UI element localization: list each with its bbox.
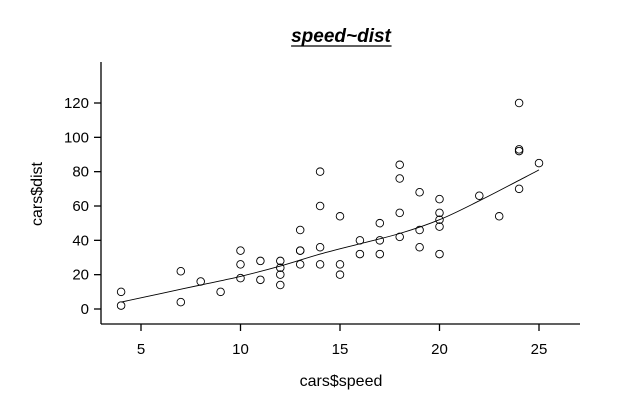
data-point: [494, 212, 504, 221]
data-point: [276, 270, 285, 279]
data-point: [435, 215, 444, 224]
x-tick-label: 25: [531, 341, 548, 358]
data-point: [335, 270, 345, 279]
data-point: [395, 232, 404, 242]
data-point: [375, 218, 385, 228]
data-point: [415, 242, 424, 252]
data-point: [375, 236, 385, 245]
data-point: [116, 287, 126, 297]
data-point: [196, 277, 205, 286]
y-tick-label: 20: [72, 267, 89, 284]
data-point: [216, 287, 225, 297]
data-point: [176, 266, 186, 276]
data-point: [315, 242, 325, 252]
data-point: [395, 160, 404, 170]
data-point: [315, 167, 325, 176]
data-point: [256, 256, 265, 266]
data-point: [435, 222, 444, 231]
y-tick-label: 120: [64, 95, 89, 112]
data-points: [116, 98, 544, 310]
data-point: [116, 301, 126, 310]
data-point: [315, 260, 325, 269]
data-point: [355, 249, 365, 259]
data-point: [415, 188, 424, 197]
y-ticks: 0 20 40 60 80 100 120: [64, 95, 101, 318]
data-point: [475, 191, 484, 200]
data-point: [375, 249, 385, 259]
data-point: [335, 212, 345, 221]
data-point: [315, 201, 325, 211]
y-tick-label: 40: [72, 232, 89, 249]
chart-title: speed~dist: [291, 26, 391, 47]
data-point: [236, 246, 245, 255]
data-point: [355, 236, 365, 245]
data-point: [295, 260, 305, 269]
data-point: [395, 174, 404, 183]
y-tick-label: 60: [72, 198, 89, 215]
data-point: [534, 158, 544, 168]
y-axis-label: cars$dist: [29, 161, 46, 226]
y-tick-label: 80: [72, 164, 89, 181]
x-axis-label: cars$speed: [300, 373, 383, 390]
data-point: [276, 280, 285, 290]
data-point: [236, 260, 245, 269]
y-tick-label: 100: [64, 129, 89, 146]
x-tick-label: 5: [137, 341, 145, 358]
x-tick-label: 10: [232, 341, 249, 358]
data-point: [514, 146, 524, 156]
data-point: [256, 275, 265, 285]
x-ticks: 5 10 15 20 25: [137, 324, 548, 358]
data-point: [514, 184, 524, 194]
data-point: [295, 225, 305, 235]
data-point: [395, 208, 404, 218]
data-point: [176, 297, 186, 307]
data-point: [514, 145, 524, 154]
data-point: [514, 98, 524, 108]
smooth-trend-line: [121, 169, 540, 303]
y-tick-label: 0: [81, 301, 89, 318]
x-tick-label: 15: [332, 341, 349, 358]
data-point: [276, 263, 285, 273]
data-point: [415, 225, 424, 235]
data-point: [236, 273, 245, 283]
data-point: [435, 194, 444, 204]
data-point: [435, 208, 444, 218]
x-tick-label: 20: [431, 341, 448, 358]
data-point: [335, 260, 345, 269]
data-point: [295, 246, 305, 255]
data-point: [276, 256, 285, 266]
data-point: [435, 249, 444, 259]
